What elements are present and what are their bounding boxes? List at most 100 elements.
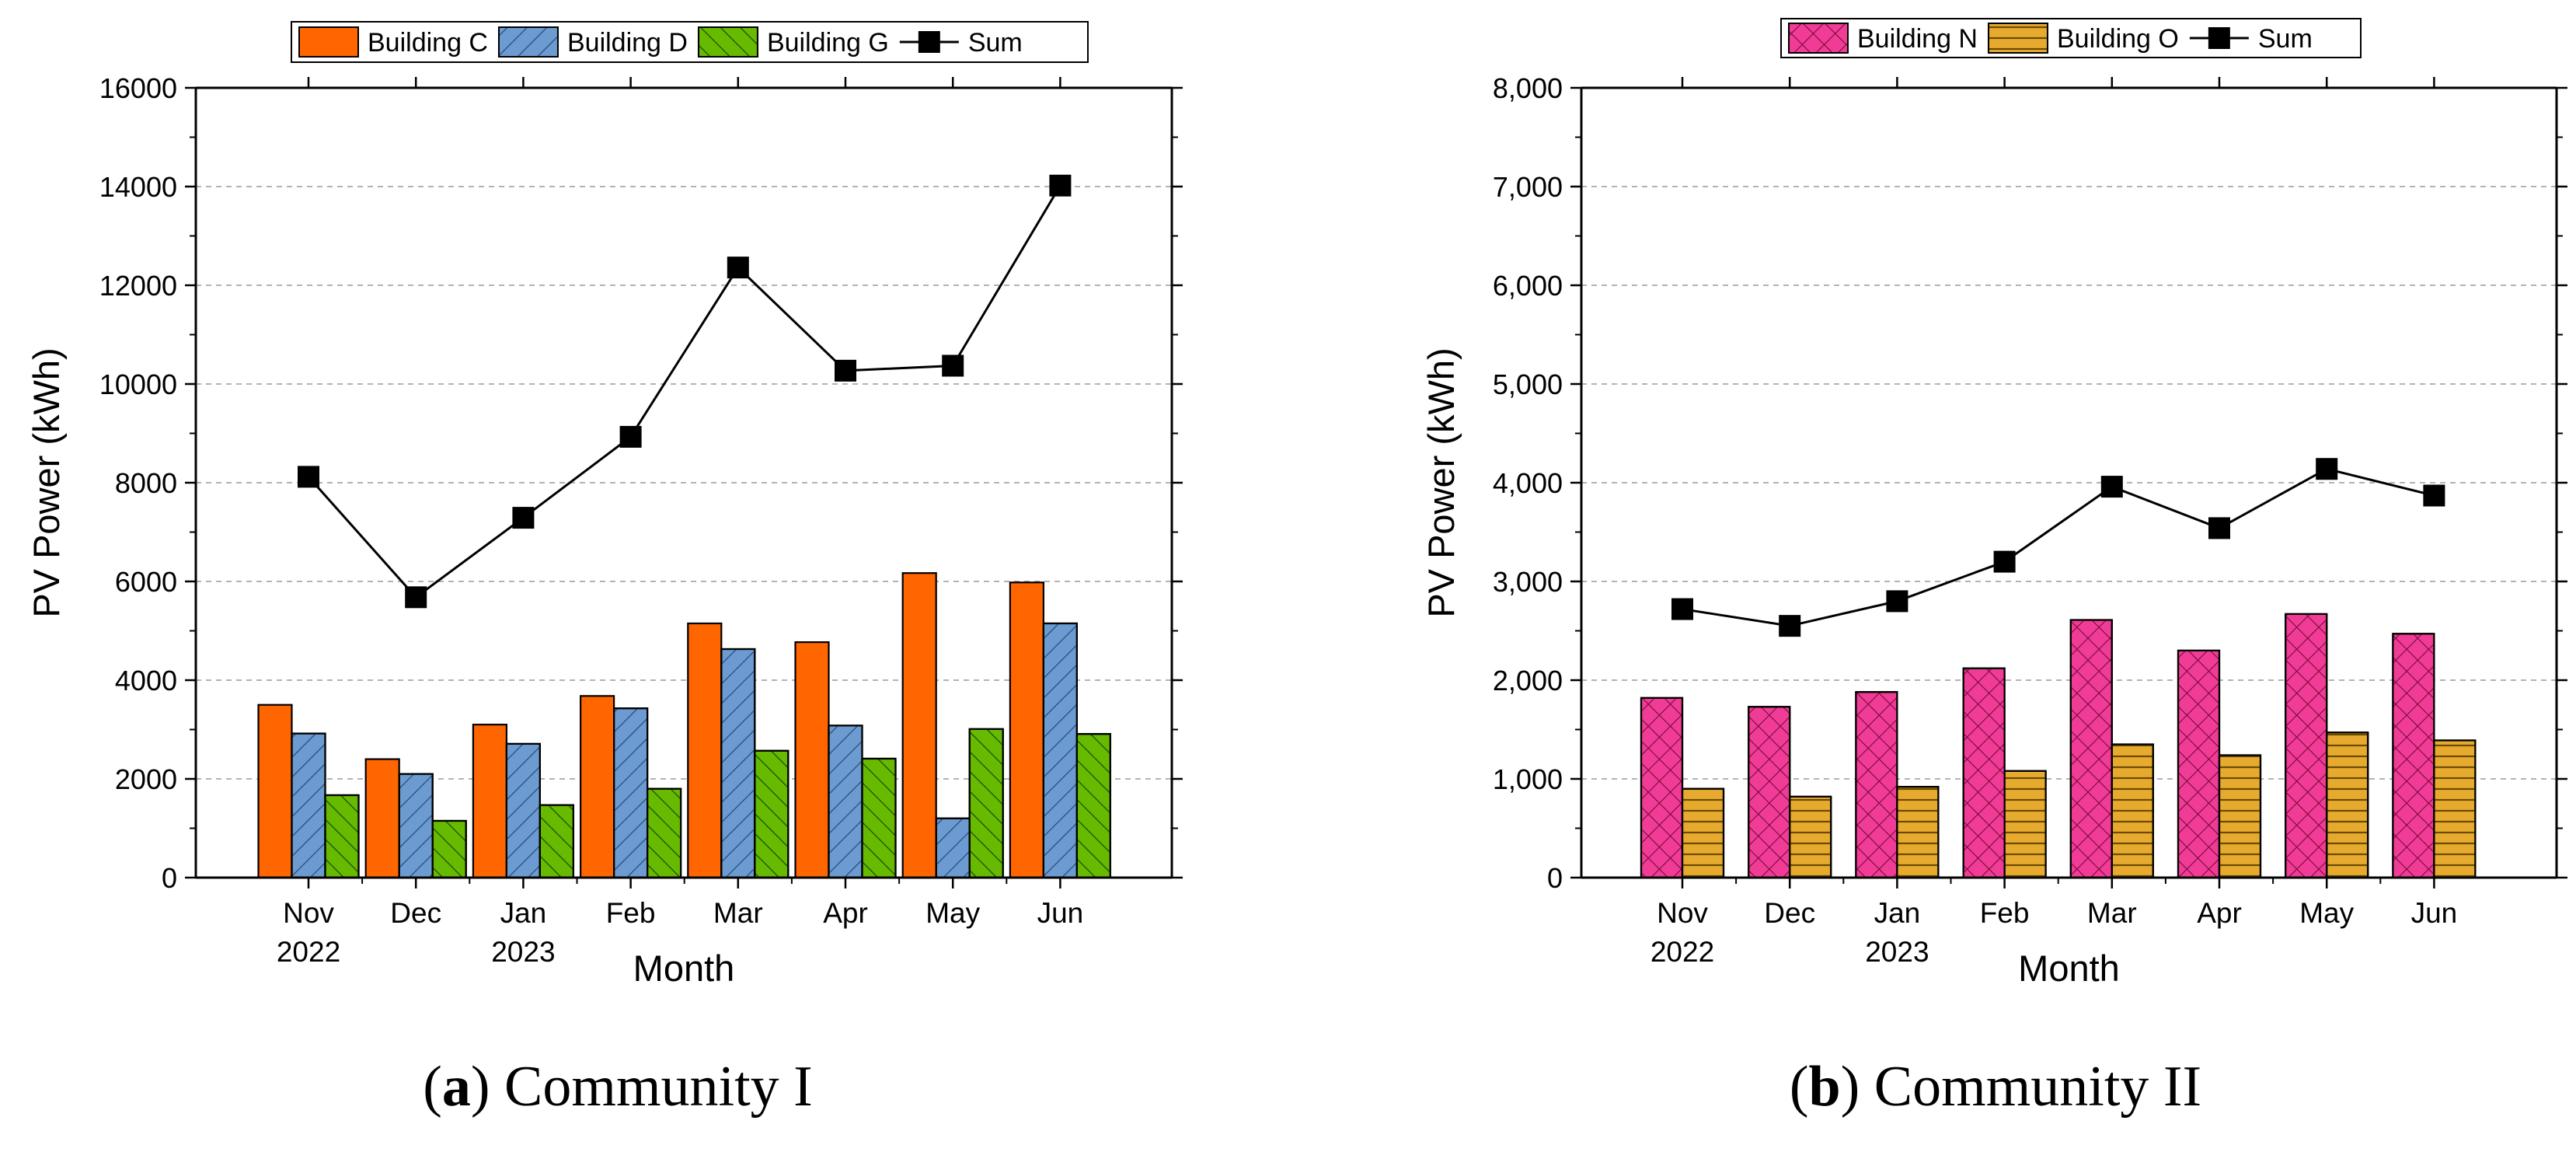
bar-pattern <box>291 732 326 879</box>
y-tick-label: 8,000 <box>1493 72 1563 104</box>
y-tick-label: 5,000 <box>1493 368 1563 400</box>
y-tick-label: 6000 <box>115 566 177 598</box>
x-tick-label: Feb <box>1980 897 2030 929</box>
legend-swatch-pattern <box>1788 23 1849 54</box>
bar-series-building-n <box>1640 613 2435 879</box>
bar <box>1009 581 1045 879</box>
y-tick-label: 2000 <box>115 763 177 795</box>
line-series-sum <box>298 174 1072 609</box>
bar-pattern <box>2433 739 2477 879</box>
legend: Building N Building O Sum <box>1780 18 2362 58</box>
bar-pattern <box>2003 770 2047 879</box>
bar-pattern <box>828 724 863 879</box>
y-axis-ticks: 0 2000 4000 6000 8000 10000 12000 14000 16000 <box>99 72 1183 894</box>
x-tick-label: 2022 <box>277 936 340 968</box>
x-axis-label: Month <box>633 948 735 989</box>
legend-label: Sum <box>2258 24 2313 54</box>
point-marker <box>2316 458 2338 480</box>
caption-close-paren: ) <box>471 1055 504 1119</box>
y-tick-label: 7,000 <box>1493 171 1563 203</box>
caption-text: Community II <box>1874 1055 2201 1119</box>
bar-pattern <box>1075 733 1112 879</box>
bar-pattern <box>1789 795 1832 879</box>
legend-label: Building G <box>767 28 889 58</box>
bar-series-building-o <box>1681 731 2477 879</box>
bar-pattern <box>935 817 971 879</box>
bar-pattern <box>1962 667 2006 879</box>
legend-swatch-pattern <box>497 26 559 58</box>
y-tick-label: 16000 <box>99 72 177 104</box>
legend-marker <box>918 31 940 53</box>
bar-pattern <box>1681 787 1725 879</box>
bar-pattern <box>1896 786 1940 879</box>
legend-item: Building D <box>497 26 688 58</box>
bar-pattern <box>2326 731 2369 879</box>
bar-pattern <box>2111 743 2154 879</box>
bar <box>687 622 723 879</box>
bar-pattern <box>1640 696 1684 879</box>
bar-pattern <box>2218 754 2262 879</box>
point-marker <box>298 466 319 488</box>
x-tick-label: Nov <box>283 897 334 929</box>
y-tick-label: 0 <box>162 862 177 894</box>
legend-item: Sum <box>899 28 1023 58</box>
legend-swatch-pattern <box>1987 23 2048 54</box>
bar <box>901 572 937 879</box>
bar-pattern <box>968 728 1004 879</box>
chart-panel-community-1: 0 2000 4000 6000 8000 10000 12000 14000 16000 Nov… <box>26 21 1183 1119</box>
panel-caption: (a) Community I <box>423 1055 813 1119</box>
bar <box>794 641 830 879</box>
x-tick-label: Jan <box>500 897 547 929</box>
legend-label: Building N <box>1857 24 1978 54</box>
x-tick-label: Jun <box>1037 897 1084 929</box>
point-marker <box>727 257 749 279</box>
x-tick-label: May <box>925 897 980 929</box>
y-axis-label: PV Power (kWh) <box>1420 347 1462 617</box>
bar-pattern <box>1748 706 1791 879</box>
bar-pattern <box>324 794 360 879</box>
legend-frame <box>1780 18 2362 58</box>
x-axis-ticks: Nov 2022 Dec Jan 2023 Feb Mar Apr May Jun <box>277 77 1083 968</box>
x-tick-label: 2023 <box>1865 936 1929 968</box>
legend-item: Building C <box>298 26 488 58</box>
y-tick-label: 4,000 <box>1493 467 1563 499</box>
point-marker <box>1779 615 1801 637</box>
bar-pattern <box>861 757 897 879</box>
bar-pattern <box>505 742 542 879</box>
bar-pattern <box>398 773 434 879</box>
point-marker <box>2208 517 2230 539</box>
legend-item: Building N <box>1788 23 1978 54</box>
y-tick-label: 2,000 <box>1493 665 1563 696</box>
point-marker <box>2423 484 2445 507</box>
point-marker <box>2100 476 2123 498</box>
y-tick-label: 0 <box>1547 862 1563 894</box>
y-tick-label: 3,000 <box>1493 566 1563 598</box>
line-series-sum <box>1671 458 2445 637</box>
bar-pattern <box>539 804 575 879</box>
point-marker <box>405 586 427 609</box>
x-tick-label: Feb <box>606 897 656 929</box>
caption-panel-letter: a <box>442 1055 471 1119</box>
y-axis-ticks: 0 1,000 2,000 3,000 4,000 5,000 6,000 7,000 8,00… <box>1493 72 2567 894</box>
legend-marker <box>2208 27 2230 49</box>
x-tick-label: Dec <box>1764 897 1815 929</box>
x-tick-label: Dec <box>390 897 441 929</box>
caption-open-paren: ( <box>1790 1055 1809 1119</box>
x-tick-label: Mar <box>713 897 763 929</box>
y-tick-label: 1,000 <box>1493 763 1563 795</box>
bar-pattern <box>646 787 682 879</box>
bar-pattern <box>1042 622 1079 879</box>
series-line <box>307 184 1061 599</box>
bar <box>579 695 615 879</box>
legend-label: Sum <box>968 28 1023 58</box>
x-axis-label: Month <box>2018 948 2120 989</box>
series-line <box>1682 467 2435 627</box>
x-tick-label: Nov <box>1657 897 1708 929</box>
point-marker <box>512 507 535 529</box>
bar-pattern <box>612 707 649 879</box>
legend-swatch-pattern <box>697 26 758 58</box>
x-tick-label: 2022 <box>1651 936 1714 968</box>
y-tick-label: 4000 <box>115 665 177 696</box>
bar-pattern <box>754 749 790 879</box>
